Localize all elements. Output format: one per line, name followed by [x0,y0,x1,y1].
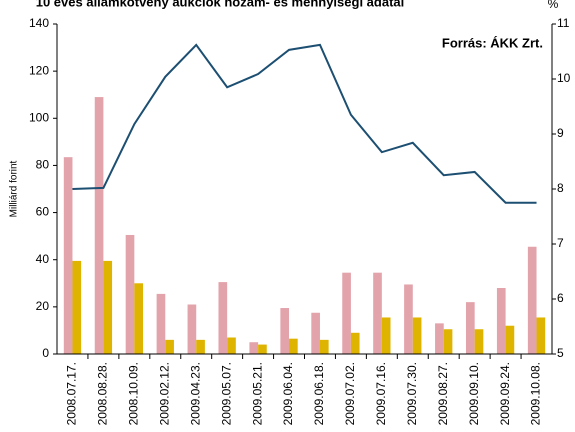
bar [187,304,197,354]
x-tick-label: 2008.07.17. [65,362,79,425]
y2-tick-label: 9 [557,126,564,140]
bar [505,325,515,354]
bar [443,329,453,354]
bar [319,339,329,354]
bar [103,260,113,354]
bar [249,342,259,354]
bar [496,288,506,354]
bar [218,282,228,354]
x-tick-label: 2009.06.18. [312,362,326,425]
y-tick-label: 80 [36,158,50,172]
bar [350,332,360,354]
bar [289,338,298,354]
x-tick-label: 2009.04.23. [188,362,202,425]
y2-axis-label: % [548,0,559,11]
line [72,43,537,204]
x-tick-label: 2009.07.30. [405,362,419,425]
bar [373,272,382,354]
bar [227,337,236,354]
y-tick-label: 140 [29,16,49,30]
bar [412,317,422,354]
bar [465,302,475,354]
x-tick-label: 2009.05.07. [219,362,233,425]
x-tick-label: 2009.06.04. [281,362,295,425]
x-tick-label: 2009.09.24. [498,362,512,425]
x-tick-label: 2009.02.12. [157,362,171,425]
bar [125,234,135,354]
bar [63,157,73,354]
y2-tick-label: 8 [557,181,564,195]
bar [156,293,166,354]
bar [280,308,290,354]
x-tick-label: 2009.05.21. [250,362,264,425]
bar [435,323,444,354]
chart-title: 10 éves államkötvény aukciók hozam- és m… [36,0,405,9]
bar [381,317,391,354]
bar [72,260,82,354]
y2-tick-label: 6 [557,291,564,305]
bar [404,284,413,354]
y2-tick-label: 7 [557,236,564,250]
bar [134,283,144,354]
bar [474,329,484,354]
bar [196,339,205,354]
y-tick-label: 100 [29,110,49,124]
annotation: Forrás: ÁKK Zrt. [442,35,543,50]
x-tick-label: 2009.09.10. [467,362,481,425]
y2-tick-label: 5 [557,346,564,360]
y-tick-label: 60 [36,205,50,219]
y-axis-label: Milliárd forint [9,160,20,217]
x-tick-label: 2009.07.02. [343,362,357,425]
bar [258,344,267,354]
bar [94,97,104,355]
y2-tick-label: 11 [557,16,570,30]
x-tick-label: 2008.10.09. [127,362,141,425]
x-tick-label: 2009.08.27. [436,362,450,425]
bar [342,272,351,354]
y-tick-label: 40 [36,252,50,266]
y-tick-label: 120 [29,63,49,77]
y-tick-label: 20 [36,299,50,313]
x-tick-label: 2008.08.28. [96,362,110,425]
bar [165,339,174,354]
x-tick-label: 2009.07.16. [374,362,388,425]
bar [536,317,546,354]
y2-tick-label: 10 [557,71,571,85]
y-tick-label: 0 [42,346,49,360]
x-tick-label: 2009.10.08. [529,362,543,425]
bar [311,312,320,354]
bar [527,246,537,354]
